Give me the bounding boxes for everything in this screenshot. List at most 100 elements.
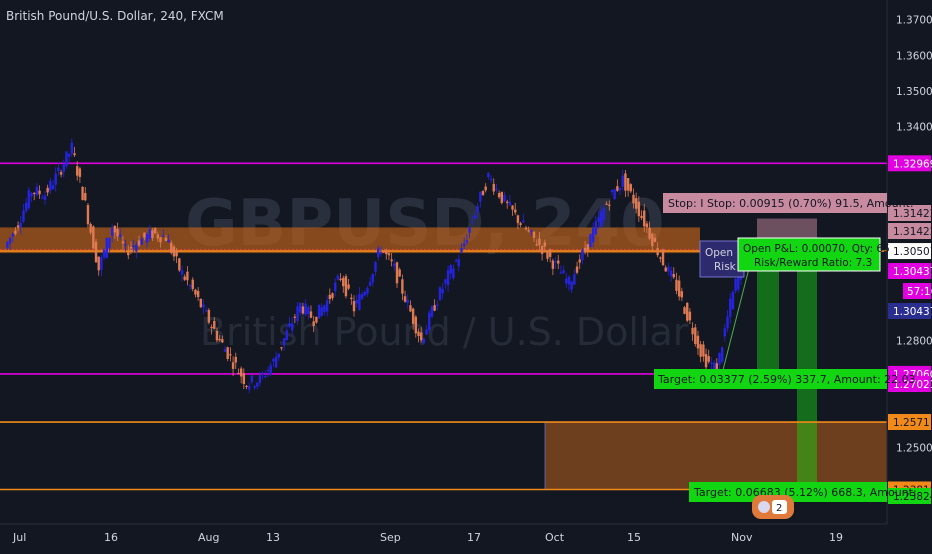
candle-body [266,369,270,372]
candle-body [419,332,423,341]
candle-body [172,246,176,257]
candle-body [672,274,675,278]
risk-partial-text: Risk [714,261,737,273]
candle-body [304,303,307,315]
candle-body [438,287,442,301]
price-tag [888,488,931,504]
candle-body [688,311,692,321]
target2-box[interactable] [689,482,887,502]
candle-body [618,187,622,191]
candle-body [6,241,9,248]
x-tick-label: Oct [545,531,565,544]
candle-body [127,252,130,256]
candle-body [363,291,366,296]
candle-body [465,240,469,243]
price-tag-label: 1.31422 [893,208,932,220]
candle-body [19,222,22,228]
candle-body [288,323,291,327]
candle-body [264,376,267,378]
candle-body [218,339,221,341]
level-price-label: 1.32969 [893,158,932,170]
candle-body [70,142,74,154]
candle-body [352,301,356,312]
candle-body [86,205,90,225]
candle-body [35,186,39,196]
flag-icon [758,501,770,513]
pnl-annotation-box[interactable] [737,237,881,272]
candle-body [191,279,194,289]
candle-body [600,211,603,227]
candle-body [406,299,409,304]
candle-body [376,248,380,258]
candle-body [24,202,28,212]
candle-body [589,234,592,248]
candle-body [41,197,44,199]
target1-box[interactable] [654,369,887,389]
candle-body [307,306,310,315]
candle-body [215,330,219,341]
candle-body [358,294,361,310]
candle-body [274,356,278,368]
candle-body [428,312,431,331]
candle-body [503,194,506,202]
countdown-label: 57:16 [907,286,932,298]
candle-body [411,308,415,324]
candle-body [296,306,299,321]
candle-body [62,164,65,172]
candle-body [430,306,434,317]
candle-body [342,277,345,287]
candle-body [454,260,458,262]
candle-body [594,220,598,235]
candle-body [441,288,444,294]
level-price-label: 1.30507 [893,246,932,258]
candle-body [686,302,689,321]
candle-body [299,302,302,313]
candle-body [495,188,498,190]
level-price-tag [888,155,931,172]
candle-body [94,241,98,263]
candle-body [336,275,340,280]
candle-body [519,223,522,225]
candle-body [637,201,641,217]
candle-body [108,237,111,248]
candle-body [194,289,197,295]
candle-body [210,326,213,329]
candle-body [27,190,31,209]
risk-reward-annotation: Risk/Reward Ratio: 7.3 [754,257,872,269]
candle-body [393,263,396,267]
candle-body [626,178,630,191]
candle-body [119,234,122,237]
chart-title: British Pound/U.S. Dollar, 240, FXCM [6,9,224,23]
candle-body [734,278,737,292]
candle-body [323,305,326,312]
candle-body [159,237,162,243]
candle-body [250,375,254,383]
price-tag-label: 1.31422 [893,226,932,238]
candle-body [462,243,466,247]
candle-body [180,270,184,275]
candle-body [54,173,57,185]
candle-body [67,153,71,157]
candle-body [387,253,391,256]
candle-body [196,290,200,298]
candle-body [680,291,684,298]
candle-body [282,338,286,346]
price-tag [888,263,931,279]
stop-annotation-box[interactable] [663,193,887,213]
candle-body [374,261,377,272]
price-tag [888,303,931,319]
candle-body [546,251,549,259]
open-partial-box[interactable] [699,240,745,278]
candle-body [632,194,635,204]
price-tag [888,205,931,221]
candle-body [500,191,504,203]
candle-body [591,228,595,243]
candle-body [371,273,375,283]
candle-body [242,373,246,385]
candle-body [505,201,509,203]
candle-body [261,373,264,375]
candle-body [683,307,686,314]
candle-body [516,215,520,224]
